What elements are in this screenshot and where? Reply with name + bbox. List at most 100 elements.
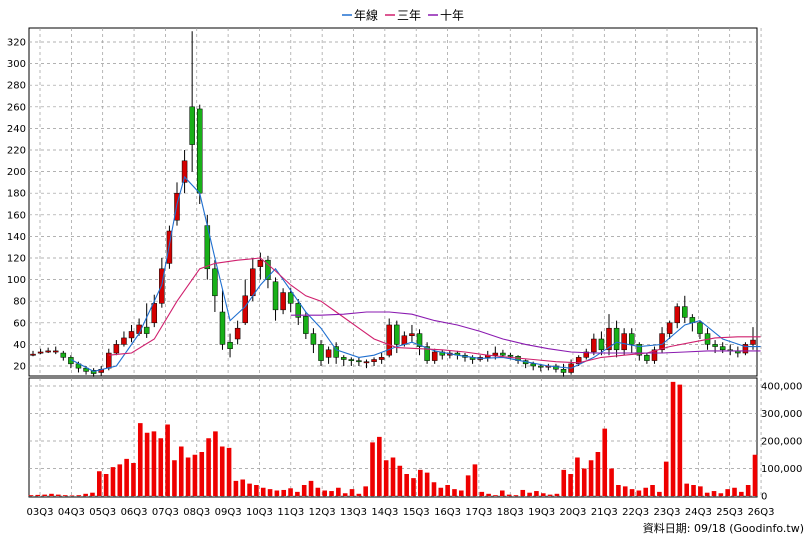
volume-bar [267, 489, 273, 496]
volume-bar [431, 482, 437, 496]
x-tick-label: 07Q3 [152, 507, 179, 518]
candle-body [712, 344, 718, 347]
volume-bar [534, 491, 539, 496]
volume-bar [438, 487, 444, 496]
candle-body [530, 363, 536, 367]
candle-body [272, 281, 279, 311]
volume-bar [363, 486, 368, 496]
x-tick-label: 20Q3 [559, 507, 586, 518]
volume-bar [698, 486, 703, 496]
candle-body [303, 316, 309, 334]
x-tick-label: 10Q3 [246, 507, 273, 518]
price-tick-label: 140 [7, 232, 26, 243]
price-panel: 20 40 60 80 100 120 140 160 180 200 220 240 260 280 30… [7, 27, 762, 377]
volume-bar [568, 474, 573, 496]
volume-bar [677, 384, 683, 496]
volume-bar [411, 478, 416, 496]
candle-body [500, 352, 506, 356]
volume-bar [547, 494, 553, 496]
volume-bar [178, 446, 184, 496]
volume-bar [465, 475, 471, 496]
volume-bar [192, 454, 198, 496]
x-tick-label: 17Q3 [465, 507, 492, 518]
candle-body [742, 344, 749, 354]
volume-bar [418, 469, 423, 496]
candle-body [333, 346, 339, 358]
volume-bar [185, 457, 191, 496]
candle-body [363, 361, 370, 364]
ma-line-十年 [290, 311, 761, 354]
volume-bar [308, 480, 314, 496]
candle-body [189, 106, 195, 145]
price-plot-frame [28, 27, 758, 377]
volume-bar [657, 491, 662, 496]
volume-bar [247, 483, 252, 496]
candle-body [257, 259, 264, 267]
volume-bar [342, 493, 348, 496]
volume-bar [732, 487, 737, 496]
volume-bar [233, 480, 239, 496]
volume-bar [281, 489, 287, 496]
x-tick-label: 05Q3 [89, 507, 116, 518]
volume-bar [35, 494, 41, 496]
candle-body [682, 306, 688, 318]
candle-body [280, 292, 286, 311]
candle-body [659, 333, 665, 351]
volume-tick-label: 200,000 [761, 437, 802, 448]
candle-body [325, 349, 332, 358]
candle-body [394, 324, 400, 345]
volume-tick-label: 300,000 [761, 409, 802, 420]
candle-body [378, 357, 385, 360]
volume-bar [725, 489, 730, 496]
candle-body [409, 333, 415, 337]
candle-body [507, 354, 514, 357]
candle-body [575, 357, 582, 365]
candle-body [83, 367, 89, 372]
candle-body [151, 303, 158, 324]
price-tick-label: 240 [7, 124, 26, 135]
price-tick-label: 100 [7, 275, 26, 286]
volume-bar [144, 432, 150, 496]
x-tick-label: 15Q3 [403, 507, 430, 518]
volume-bar [513, 495, 519, 496]
x-tick-label: 09Q3 [215, 507, 242, 518]
candle-body [219, 311, 226, 345]
candle-body [606, 327, 612, 351]
volume-bar [452, 489, 457, 496]
volume-bar [206, 438, 211, 496]
volume-bar [739, 491, 744, 496]
price-tick-label: 80 [13, 297, 26, 308]
x-tick-label: 26Q3 [748, 507, 775, 518]
volume-bar [575, 457, 580, 496]
legend-label: 年線 [354, 8, 378, 23]
candle-body [310, 333, 317, 345]
candle-body [553, 365, 559, 370]
volume-bar [718, 493, 724, 496]
volume-bar [609, 468, 614, 496]
volume-bar [554, 493, 560, 496]
volume-bar [349, 489, 355, 496]
volume-bar [383, 460, 389, 496]
volume-bar [151, 431, 157, 496]
candle-body [651, 349, 658, 361]
candle-body [340, 357, 347, 360]
price-tick-label: 160 [7, 210, 26, 221]
candle-body [128, 331, 135, 339]
legend-item-1: 三年 [385, 9, 421, 23]
candle-body [295, 303, 302, 318]
candle-body [538, 365, 544, 368]
volume-bar [172, 460, 177, 496]
volume-bar [520, 489, 526, 496]
volume-bar [377, 436, 382, 496]
price-tick-label: 200 [7, 167, 26, 178]
candle-body [621, 333, 627, 351]
volume-bar [260, 487, 266, 496]
candle-body [431, 351, 438, 361]
price-tick-label: 300 [7, 59, 26, 70]
candle-body [212, 268, 218, 297]
volume-tick-label: 100,000 [761, 464, 802, 475]
legend-label: 三年 [397, 9, 421, 23]
candle-body [37, 351, 44, 354]
volume-bar [390, 457, 396, 496]
candle-body [45, 350, 51, 353]
